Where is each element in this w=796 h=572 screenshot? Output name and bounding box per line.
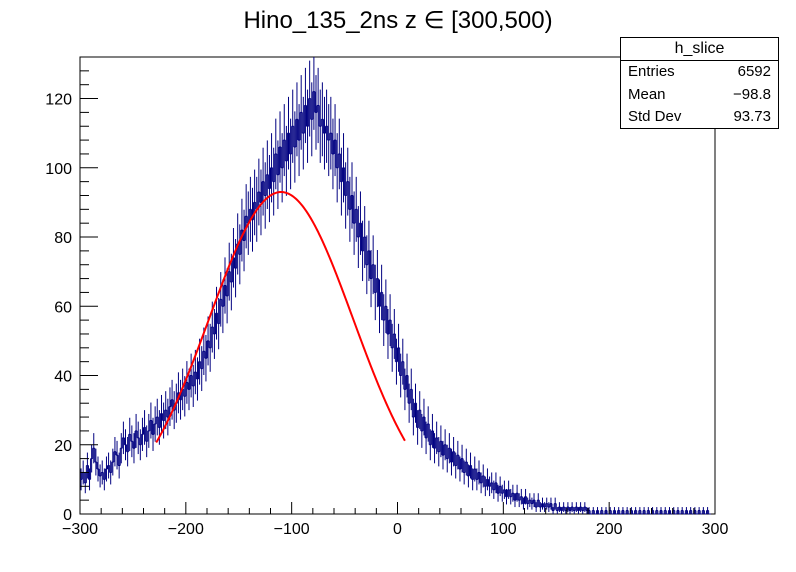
x-tick-label: −100	[274, 521, 310, 538]
x-tick-label: 200	[596, 521, 623, 538]
x-tick-label: 0	[393, 521, 402, 538]
y-tick-label: 80	[54, 230, 72, 247]
stats-value: −98.8	[733, 85, 771, 103]
y-tick-label: 0	[63, 507, 72, 524]
stats-label: Std Dev	[628, 108, 682, 126]
x-tick-label: 100	[490, 521, 517, 538]
y-tick-label: 100	[45, 161, 72, 178]
fit-curve	[155, 191, 406, 444]
stats-row-stddev: Std Dev 93.73	[621, 106, 778, 129]
stats-name: h_slice	[621, 38, 778, 61]
y-tick-label: 40	[54, 369, 72, 386]
stats-row-entries: Entries 6592	[621, 61, 778, 84]
x-tick-label: 300	[702, 521, 729, 538]
x-tick-label: −200	[168, 521, 204, 538]
stats-box: h_slice Entries 6592 Mean −98.8 Std Dev …	[620, 37, 779, 129]
y-axis: 0 20 40 60 80 100 120	[45, 56, 98, 524]
stats-value: 93.73	[733, 108, 771, 126]
stats-label: Mean	[628, 85, 666, 103]
x-axis: −300 −200 −100 0 100 200 300	[62, 502, 728, 538]
y-tick-label: 60	[54, 299, 72, 316]
fit-curve-layer	[155, 191, 406, 444]
stats-value: 6592	[737, 63, 771, 80]
plot-title: Hino_135_2ns z ∈ [300,500)	[243, 7, 553, 34]
x-tick-label: −300	[62, 521, 98, 538]
histogram-layer	[80, 57, 711, 515]
stats-label: Entries	[628, 63, 675, 80]
y-tick-label: 120	[45, 92, 72, 109]
y-tick-label: 20	[54, 438, 72, 455]
stats-row-mean: Mean −98.8	[621, 84, 778, 107]
